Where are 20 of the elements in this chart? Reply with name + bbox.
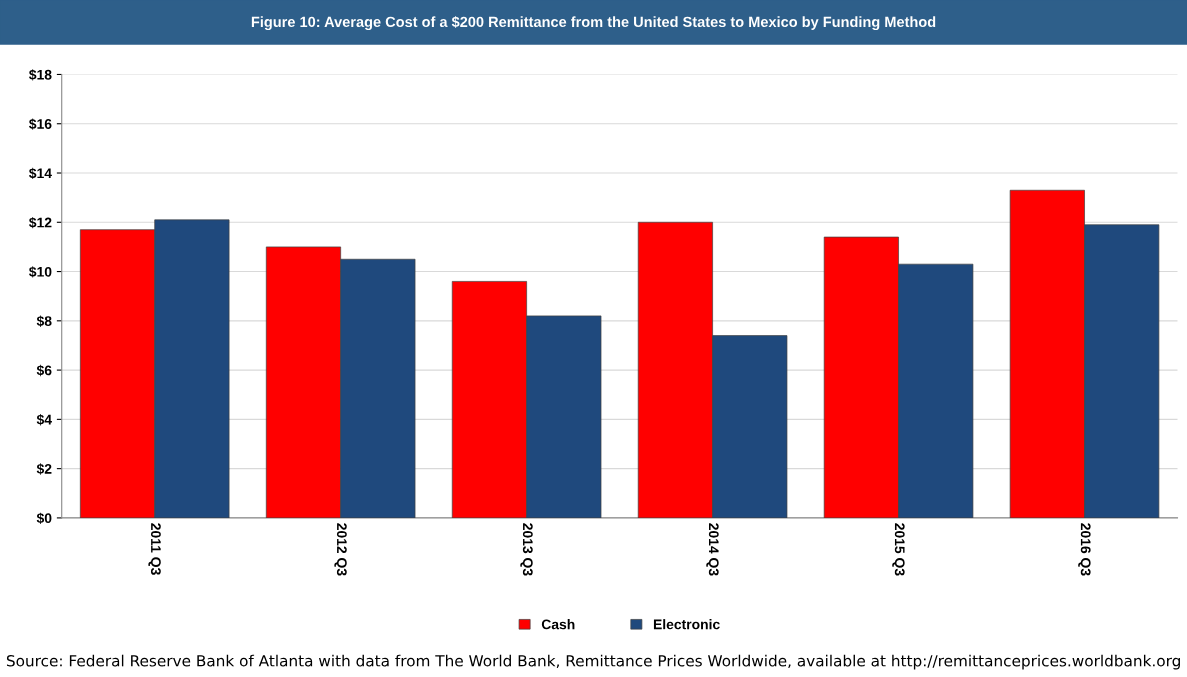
legend-label: Electronic [653, 619, 720, 630]
x-tick-label: 2016 Q3 [1078, 523, 1091, 576]
y-tick-label: $10 [29, 266, 52, 278]
y-tick-label: $6 [36, 364, 52, 377]
x-tick-label: 2012 Q3 [334, 523, 347, 576]
legend-label: Cash [541, 619, 575, 630]
chart-title: Figure 10: Average Cost of a $200 Remittance from the United States to Mexico by Funding Method [251, 16, 936, 30]
x-tick-label: 2015 Q3 [892, 523, 905, 576]
y-tick-label: $14 [29, 167, 52, 180]
y-tick-label: $2 [36, 463, 52, 475]
y-tick-label: $8 [36, 315, 52, 327]
x-tick-label: 2011 Q3 [148, 523, 161, 575]
x-tick-label: 2014 Q3 [706, 523, 719, 576]
source-note: Source: Federal Reserve Bank of Atlanta with data from The World Bank, Remittance Prices Worldwide, available at http://remittanceprices.worldbank.org [6, 654, 1180, 670]
y-tick-label: $16 [29, 118, 52, 130]
y-tick-label: $0 [36, 512, 52, 524]
y-tick-label: $4 [36, 414, 52, 426]
x-tick-label: 2013 Q3 [520, 523, 533, 576]
y-tick-label: $12 [29, 217, 52, 229]
y-tick-label: $18 [29, 69, 52, 81]
